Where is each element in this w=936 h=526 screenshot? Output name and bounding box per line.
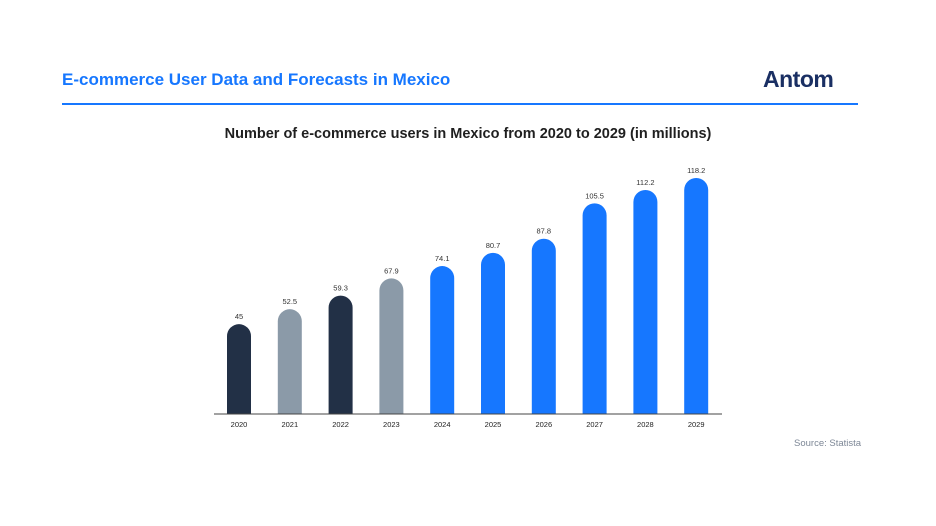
x-tick-label-2020: 2020: [231, 420, 248, 429]
x-tick-label-2025: 2025: [485, 420, 502, 429]
source-note: Source: Statista: [794, 438, 862, 449]
x-tick-label-2026: 2026: [535, 420, 552, 429]
chart-title: Number of e-commerce users in Mexico fro…: [224, 126, 712, 142]
page-title: E-commerce User Data and Forecasts in Me…: [62, 70, 451, 89]
data-label-2020: 45: [235, 312, 243, 321]
x-tick-label-2023: 2023: [383, 420, 400, 429]
x-tick-label-2027: 2027: [586, 420, 603, 429]
data-label-2025: 80.7: [486, 241, 501, 250]
bar-2029: [684, 178, 709, 414]
bar-2027: [582, 203, 607, 414]
bar-2025: [481, 252, 505, 414]
data-label-2021: 52.5: [282, 297, 297, 306]
data-label-2022: 59.3: [333, 284, 348, 293]
x-tick-label-2028: 2028: [637, 420, 654, 429]
bar-2021: [277, 309, 302, 414]
x-tick-label-2029: 2029: [688, 420, 705, 429]
bar-2020: [227, 324, 251, 414]
bar-2022: [328, 295, 353, 414]
x-tick-label-2022: 2022: [332, 420, 349, 429]
header-divider: [62, 103, 858, 105]
bar-2023: [379, 278, 404, 414]
brand-logo: Antom: [763, 66, 834, 92]
bar-2024: [430, 266, 455, 414]
data-label-2029: 118.2: [687, 166, 705, 175]
x-tick-label-2021: 2021: [281, 420, 298, 429]
data-label-2023: 67.9: [384, 266, 399, 275]
x-tick-label-2024: 2024: [434, 420, 451, 429]
bar-2028: [633, 189, 658, 414]
data-label-2024: 74.1: [435, 254, 450, 263]
data-label-2026: 87.8: [536, 227, 551, 236]
data-label-2028: 112.2: [636, 178, 654, 187]
data-label-2027: 105.5: [585, 191, 604, 200]
bar-2026: [531, 238, 556, 414]
